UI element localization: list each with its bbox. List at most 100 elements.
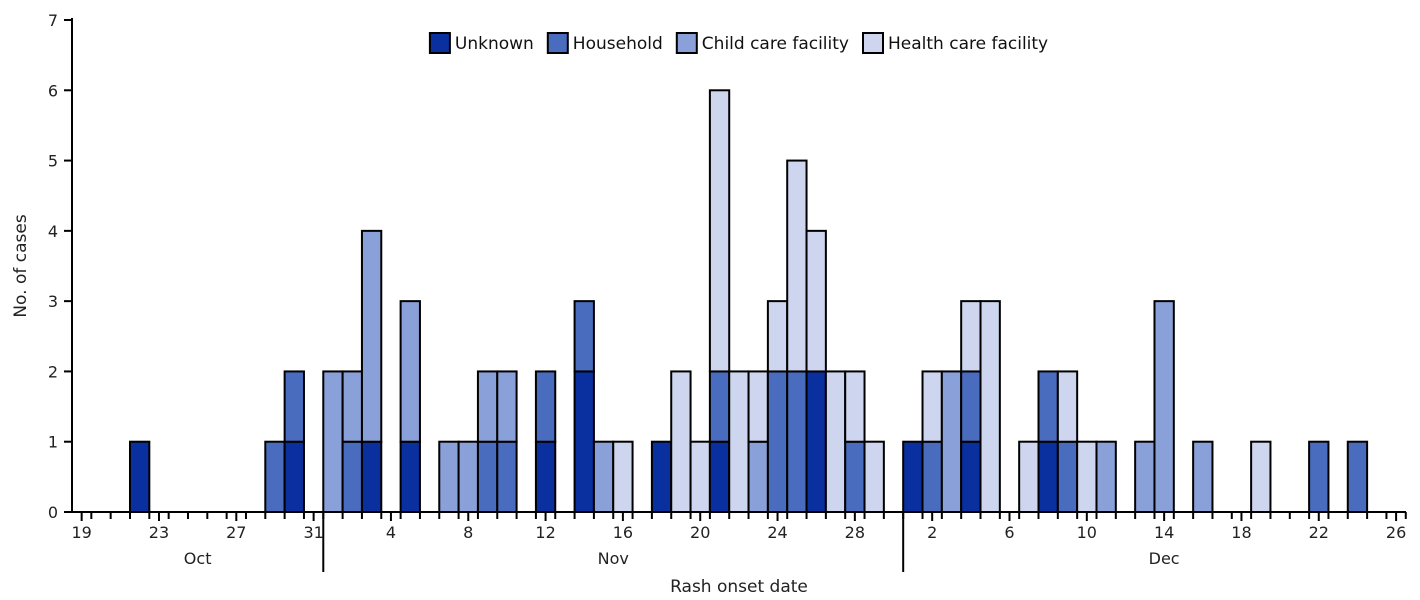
bar-segment-household <box>1346 440 1369 513</box>
x-tick-label: 20 <box>690 523 710 542</box>
bar-segment-household <box>476 440 499 513</box>
bar-segment-unknown <box>650 440 673 513</box>
bar-segment-household <box>534 370 557 443</box>
bar-segment-health-care-facility <box>766 300 789 373</box>
bar-segment-household <box>341 440 363 513</box>
bar-segment-child-care-facility <box>1134 440 1156 513</box>
x-tick-label: 18 <box>1231 523 1251 542</box>
y-tick-label: 1 <box>48 433 58 452</box>
bar-segment-health-care-facility <box>805 229 827 373</box>
bar-segment-child-care-facility <box>592 440 615 513</box>
bar-segment-household <box>921 440 943 513</box>
x-tick-label: 12 <box>535 523 555 542</box>
bar-segment-health-care-facility <box>747 370 769 443</box>
x-tick-label: 4 <box>386 523 396 542</box>
bar-segment-household <box>1037 370 1059 443</box>
bar-segment-health-care-facility <box>960 300 982 373</box>
legend-swatch <box>428 32 451 54</box>
bar-segment-health-care-facility <box>844 370 866 443</box>
bar-segment-health-care-facility <box>863 440 885 513</box>
y-tick-label: 5 <box>48 152 58 171</box>
bar-segment-child-care-facility <box>341 370 363 443</box>
x-tick-label: 22 <box>1309 523 1329 542</box>
x-tick-label: 2 <box>927 523 937 542</box>
bar-segment-unknown <box>534 440 557 513</box>
y-tick-label: 2 <box>48 362 58 381</box>
x-tick-label: 24 <box>767 523 787 542</box>
bar-segment-unknown <box>805 370 827 513</box>
bar-segment-unknown <box>960 440 982 513</box>
bar-segment-health-care-facility <box>1076 440 1098 513</box>
bar-segment-child-care-facility <box>940 370 963 513</box>
month-label: Oct <box>184 549 212 568</box>
x-tick-label: 8 <box>463 523 473 542</box>
bar-segment-household <box>283 370 305 443</box>
bar-segment-unknown <box>399 440 421 513</box>
bar-segment-unknown <box>360 440 383 513</box>
bar-segment-child-care-facility <box>322 370 344 513</box>
x-tick-label: 19 <box>71 523 91 542</box>
bar-segment-household <box>1056 440 1079 513</box>
bar-segment-child-care-facility <box>476 370 499 443</box>
bar-segment-health-care-facility <box>1018 440 1040 513</box>
bar-segment-unknown <box>1037 440 1059 513</box>
y-tick-label: 6 <box>48 81 58 100</box>
bar-segment-child-care-facility <box>399 300 421 443</box>
bar-segment-child-care-facility <box>1192 440 1214 513</box>
legend-swatch <box>675 32 698 54</box>
y-tick-label: 7 <box>48 11 58 30</box>
bar-segment-health-care-facility <box>708 89 731 373</box>
legend-item-health-care-facility: Health care facility <box>862 32 1048 54</box>
bar-segment-unknown <box>708 440 731 513</box>
x-tick-label: 31 <box>303 523 323 542</box>
x-axis-title: Rash onset date <box>670 577 808 597</box>
chart-legend: Unknown Household Child care facility Healt… <box>428 32 1048 54</box>
bar-segment-health-care-facility <box>670 370 692 513</box>
x-tick-label: 6 <box>1004 523 1014 542</box>
y-tick-label: 0 <box>48 503 58 522</box>
bar-segment-health-care-facility <box>921 370 943 443</box>
bar-segment-health-care-facility <box>1056 370 1079 443</box>
bar-segment-child-care-facility <box>1153 300 1175 514</box>
x-tick-label: 28 <box>845 523 865 542</box>
bar-segment-household <box>708 370 731 443</box>
legend-swatch <box>862 32 884 54</box>
bar-segment-household <box>786 370 808 513</box>
bar-segment-health-care-facility <box>728 370 750 513</box>
bar-segment-unknown <box>128 440 151 513</box>
bars-layer <box>128 89 1369 514</box>
y-axis-title: No. of cases <box>11 214 31 317</box>
y-tick-label: 3 <box>48 292 58 311</box>
bar-segment-child-care-facility <box>457 440 479 513</box>
x-tick-label: 16 <box>613 523 633 542</box>
bar-segment-health-care-facility <box>979 300 1001 514</box>
month-label: Dec <box>1149 549 1180 568</box>
x-tick-label: 27 <box>226 523 246 542</box>
bar-segment-household <box>1308 440 1330 513</box>
x-tick-label: 14 <box>1154 523 1174 542</box>
bar-segment-household <box>960 370 982 443</box>
bar-segment-household <box>264 440 286 513</box>
x-tick-label: 26 <box>1386 523 1406 542</box>
month-label: Nov <box>598 549 629 568</box>
bar-segment-health-care-facility <box>786 159 808 373</box>
legend-label: Health care facility <box>888 34 1048 54</box>
bar-segment-unknown <box>902 440 924 513</box>
bar-segment-child-care-facility <box>360 229 383 443</box>
legend-swatch <box>546 32 569 54</box>
legend-item-unknown: Unknown <box>428 32 534 54</box>
bar-segment-health-care-facility <box>612 440 634 513</box>
legend-label: Unknown <box>455 34 534 54</box>
bar-segment-child-care-facility <box>438 440 460 513</box>
legend-label: Child care facility <box>702 34 849 54</box>
bar-segment-health-care-facility <box>824 370 847 513</box>
bar-segment-health-care-facility <box>689 440 711 513</box>
legend-item-child-care-facility: Child care facility <box>675 32 849 54</box>
x-tick-label: 23 <box>149 523 169 542</box>
bar-segment-household <box>573 300 595 373</box>
legend-label: Household <box>573 34 663 54</box>
bar-segment-child-care-facility <box>1095 440 1117 513</box>
y-tick-label: 4 <box>48 222 58 241</box>
